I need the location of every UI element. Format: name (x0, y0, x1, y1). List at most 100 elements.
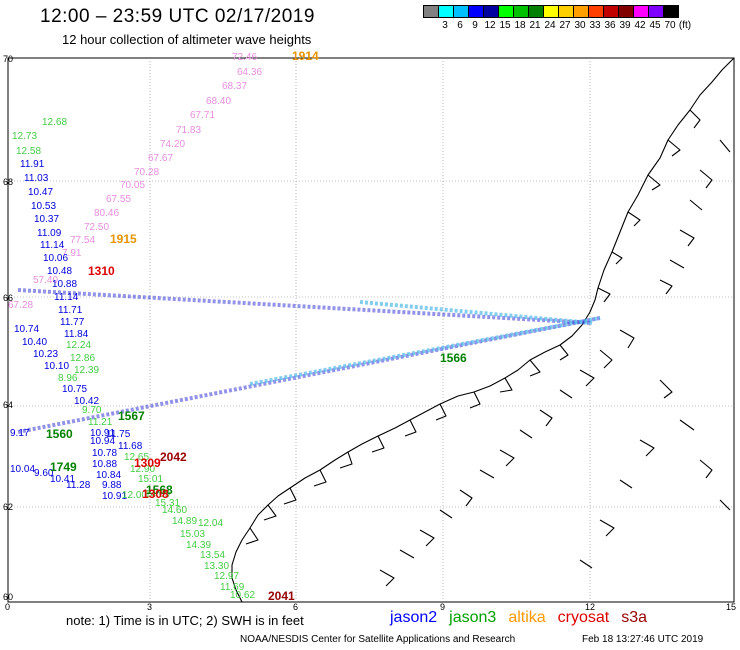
color-scale-label: 24 (544, 20, 556, 31)
wave-height-label: 10.74 (14, 324, 39, 335)
wave-height-label: 10.10 (44, 361, 69, 372)
wave-height-label: 10.48 (47, 266, 72, 277)
wave-height-label: 10.88 (52, 279, 77, 290)
wave-height-label: 70.28 (134, 167, 159, 178)
color-scale-label: 12 (484, 20, 496, 31)
footer-note: note: 1) Time is in UTC; 2) SWH is in fe… (66, 613, 304, 628)
jason2-track-line (17, 288, 593, 325)
wave-height-label: 12.73 (12, 131, 37, 142)
wave-height-label: 11.14 (40, 240, 65, 251)
wave-height-label: 12.58 (16, 146, 41, 157)
wave-height-label: 12.68 (42, 117, 67, 128)
map-title: 12:00 – 23:59 UTC 02/17/2019 (40, 6, 315, 27)
color-scale-label: 30 (574, 20, 586, 31)
wave-height-label: 12.00 (122, 490, 147, 501)
pass-identifiers: 1914 1915 1310 1566 1560 1567 1568 1749 … (46, 49, 467, 603)
wave-height-label: 10.40 (22, 337, 47, 348)
wave-height-label: 12.65 (124, 452, 149, 463)
wave-height-label: 11.21 (88, 417, 113, 428)
wave-height-label: 9.70 (82, 405, 102, 416)
wave-height-label: 14.60 (162, 505, 187, 516)
color-scale-label: 70 (664, 20, 676, 31)
wave-height-label: 10.78 (92, 448, 117, 459)
lon-label: 3 (147, 602, 152, 612)
jason3-track-line (359, 300, 593, 325)
wave-height-label: 13.30 (204, 561, 229, 572)
jason3-track-north: 12.68 12.73 12.58 (12, 117, 67, 157)
wave-height-label: 15.03 (180, 529, 205, 540)
pass-id-label: 1568 (146, 483, 173, 497)
wave-height-label: 11.03 (24, 173, 49, 184)
credit-text: NOAA/NESDIS Center for Satellite Applica… (240, 634, 516, 645)
satellite-legend-item: jason2 (390, 609, 438, 626)
wave-height-label: 10.06 (43, 253, 68, 264)
map-subtitle: 12 hour collection of altimeter wave hei… (62, 32, 312, 47)
wave-height-label: 9.88 (102, 480, 122, 491)
wave-height-label: 12.24 (66, 340, 91, 351)
wave-height-label: 15.01 (138, 474, 163, 485)
wave-height-label: 57.40 (33, 275, 58, 286)
wave-height-label: 10.75 (62, 384, 87, 395)
color-scale-label: 21 (529, 20, 541, 31)
wave-height-label: 11.91 (20, 159, 45, 170)
color-scale-label: 3 (442, 20, 448, 31)
pass-id-label: 1749 (50, 460, 77, 474)
wave-height-label: 11.77 (60, 317, 85, 328)
wave-height-label: 11.68 (118, 441, 143, 452)
wave-height-label: 67.28 (8, 300, 33, 311)
wave-height-label: 14.09 (145, 489, 170, 500)
altika-track-north: 72.46 64.36 68.37 68.40 67.71 71.83 74.2… (8, 52, 262, 311)
wave-height-label: 9.17 (10, 428, 30, 439)
pass-id-label: 1309 (134, 456, 161, 470)
wave-height-label: 7.91 (62, 248, 82, 259)
wave-height-label: 67.67 (148, 153, 173, 164)
color-scale-label: 6 (457, 20, 463, 31)
color-swatch (663, 5, 679, 18)
jason2-track-mid: 11.71 11.77 10.74 11.84 10.40 10.23 10.1… (14, 305, 99, 407)
wave-height-label: 11.69 (220, 582, 245, 593)
timestamp-text: Feb 18 13:27:46 UTC 2019 (582, 634, 704, 645)
lon-label: 0 (5, 602, 10, 612)
wave-height-label: 13.54 (200, 550, 225, 561)
jason2-track-north: 11.91 11.03 10.47 10.53 10.37 11.09 11.1… (20, 159, 79, 303)
pass-id-label: 1308 (142, 487, 169, 501)
wave-height-label: 10.41 (50, 474, 75, 485)
longitude-labels: 0 3 6 9 12 15 (5, 602, 736, 612)
pass-id-label: 2042 (160, 450, 187, 464)
wave-height-label: 10.62 (230, 590, 255, 601)
wave-height-label: 10.47 (28, 187, 53, 198)
satellite-legend-item: jason3 (449, 609, 497, 626)
jason3-track-south: 12.65 12.90 12.00 15.01 14.09 15.31 14.6… (122, 452, 255, 601)
wave-height-label: 11.84 (64, 329, 89, 340)
wave-height-label: 11.09 (37, 228, 62, 239)
color-scale-label: 45 (649, 20, 661, 31)
wave-height-label: 64.36 (237, 67, 262, 78)
lat-label: 68 (3, 177, 13, 187)
wave-height-label: 12.39 (74, 365, 99, 376)
wave-height-label: 10.37 (34, 214, 59, 225)
wave-height-label: 10.53 (31, 201, 56, 212)
wave-height-label: 10.84 (96, 470, 121, 481)
wave-height-label: 70.05 (120, 180, 145, 191)
wave-height-label: 10.91 (102, 491, 127, 502)
latitude-labels: 70 68 66 64 62 60 (3, 54, 13, 602)
lat-label: 70 (3, 54, 13, 64)
wave-height-label: 10.88 (92, 459, 117, 470)
color-scale-label: 18 (514, 20, 526, 31)
grid-lines (8, 58, 734, 602)
wave-height-label: 11.28 (66, 480, 91, 491)
pass-id-label: 2041 (268, 589, 295, 603)
color-scale-label: (ft) (678, 20, 692, 31)
lon-label: 9 (440, 602, 445, 612)
color-scale-label: 33 (589, 20, 601, 31)
jason2-track-line-2 (17, 316, 601, 434)
color-scale-label: 36 (604, 20, 616, 31)
satellite-legend: jason2 jason3 altika cryosat s3a (390, 609, 659, 627)
wave-height-label: 10.91 (90, 428, 115, 439)
wave-height-label: 80.46 (94, 208, 119, 219)
satellite-legend-item: altika (508, 609, 546, 626)
wave-height-label: 77.54 (70, 235, 95, 246)
wave-height-label: 10.42 (74, 396, 99, 407)
lat-label: 66 (3, 293, 13, 303)
